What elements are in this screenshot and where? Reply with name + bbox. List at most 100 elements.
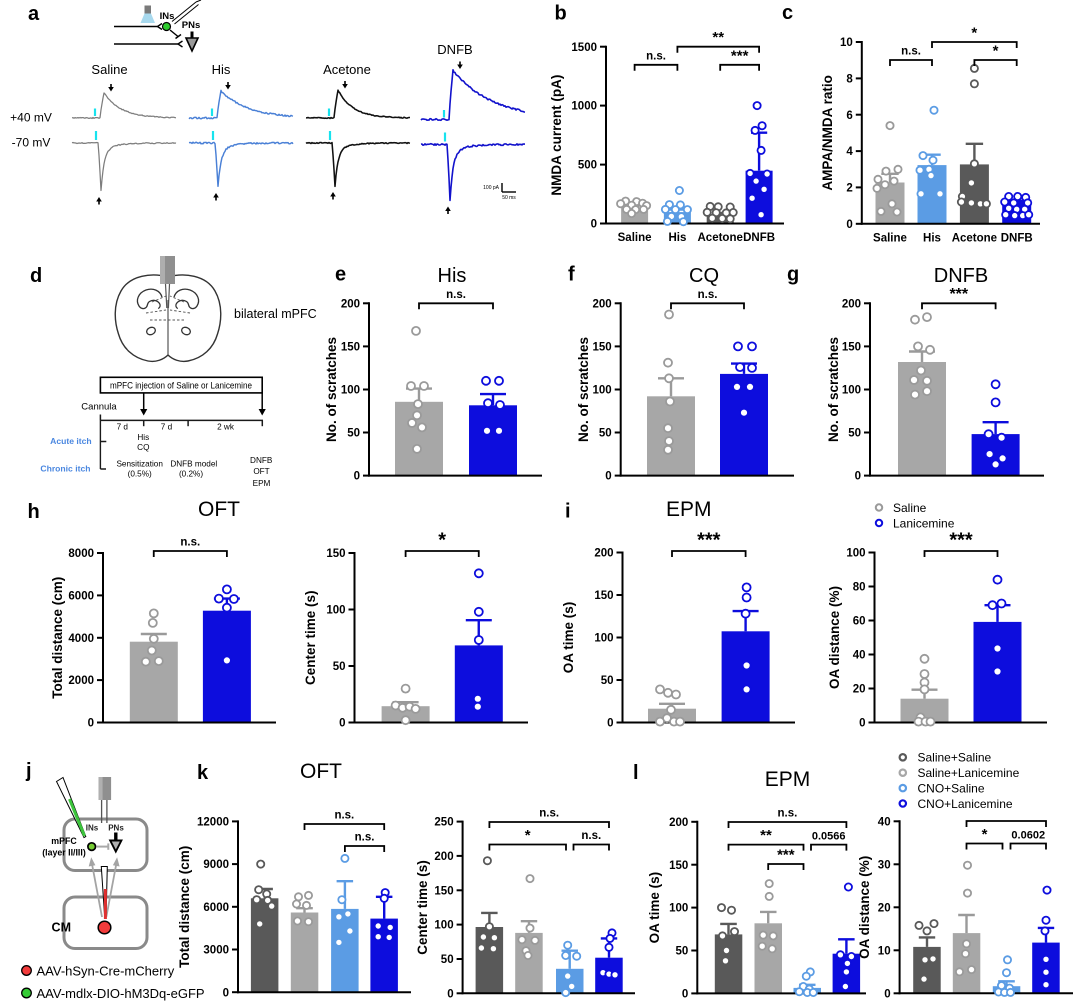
svg-text:200: 200 [593, 298, 612, 310]
svg-text:150: 150 [842, 341, 861, 353]
svg-text:n.s.: n.s. [539, 808, 559, 820]
svg-text:500: 500 [578, 160, 597, 172]
svg-text:Acetone: Acetone [952, 232, 997, 244]
svg-text:***: *** [949, 530, 973, 552]
svg-text:Saline+Saline: Saline+Saline [918, 751, 992, 765]
svg-text:60: 60 [853, 616, 866, 628]
svg-text:200: 200 [341, 298, 360, 310]
svg-text:10: 10 [840, 37, 853, 49]
svg-text:g: g [787, 264, 799, 286]
svg-text:1000: 1000 [571, 101, 597, 113]
svg-text:**: ** [760, 827, 772, 844]
svg-text:0: 0 [855, 471, 861, 483]
svg-text:+40 mV: +40 mV [10, 111, 52, 125]
svg-text:n.s.: n.s. [355, 832, 375, 844]
svg-text:INs: INs [86, 823, 99, 832]
svg-text:CNO+Saline: CNO+Saline [918, 781, 985, 795]
svg-text:12000: 12000 [197, 817, 229, 829]
svg-text:n.s.: n.s. [901, 46, 921, 58]
svg-text:DNFB: DNFB [250, 456, 273, 465]
svg-text:150: 150 [593, 341, 612, 353]
svg-text:PNs: PNs [182, 20, 200, 31]
svg-text:Saline: Saline [91, 62, 127, 77]
svg-text:OA time (s): OA time (s) [647, 872, 662, 944]
svg-text:100: 100 [846, 548, 865, 560]
svg-text:***: *** [949, 286, 968, 303]
svg-text:DNFB: DNFB [1001, 232, 1033, 244]
svg-text:0: 0 [846, 219, 852, 231]
svg-text:Acetone: Acetone [698, 232, 743, 244]
svg-text:EPM: EPM [666, 498, 712, 521]
svg-text:50: 50 [333, 661, 346, 673]
svg-text:CQ: CQ [137, 443, 149, 452]
svg-text:50: 50 [347, 428, 360, 440]
svg-text:OFT: OFT [253, 467, 269, 476]
svg-text:200: 200 [594, 548, 613, 560]
svg-text:OA time (s): OA time (s) [561, 602, 576, 674]
svg-text:His: His [668, 232, 686, 244]
svg-text:9000: 9000 [203, 859, 229, 871]
svg-text:6000: 6000 [203, 902, 229, 914]
svg-text:100: 100 [341, 385, 360, 397]
svg-text:(0.5%): (0.5%) [128, 469, 152, 478]
svg-text:100: 100 [593, 385, 612, 397]
svg-text:j: j [25, 760, 32, 782]
svg-text:No. of scratches: No. of scratches [576, 337, 591, 442]
svg-text:CNO+Lanicemine: CNO+Lanicemine [918, 797, 1013, 811]
svg-text:f: f [568, 264, 575, 286]
svg-text:*: * [993, 43, 999, 60]
svg-text:h: h [28, 501, 40, 523]
svg-text:*: * [525, 827, 531, 844]
svg-text:CQ: CQ [689, 265, 719, 287]
svg-text:150: 150 [669, 860, 688, 872]
svg-text:7 d: 7 d [117, 423, 129, 432]
svg-text:*: * [438, 530, 446, 552]
svg-text:40: 40 [853, 650, 866, 662]
svg-text:***: *** [697, 530, 721, 552]
svg-text:2: 2 [846, 183, 852, 195]
svg-text:mPFC injection of Saline or La: mPFC injection of Saline or Lanicemine [110, 381, 252, 391]
svg-text:k: k [197, 762, 209, 784]
svg-text:NMDA current (pA): NMDA current (pA) [549, 75, 564, 196]
svg-text:bilateral mPFC: bilateral mPFC [234, 307, 317, 321]
svg-text:100: 100 [842, 385, 861, 397]
svg-text:Center time (s): Center time (s) [303, 590, 318, 685]
svg-text:Acetone: Acetone [323, 62, 371, 77]
svg-text:OFT: OFT [198, 498, 240, 521]
svg-text:His: His [137, 433, 149, 442]
svg-text:30: 30 [878, 859, 891, 871]
svg-text:150: 150 [326, 548, 345, 560]
svg-text:50: 50 [601, 675, 614, 687]
svg-text:PNs: PNs [108, 823, 124, 832]
svg-text:100: 100 [669, 903, 688, 915]
svg-text:0: 0 [682, 989, 688, 1001]
svg-text:Sensitization: Sensitization [116, 459, 163, 468]
svg-text:2000: 2000 [68, 675, 94, 687]
svg-text:80: 80 [853, 582, 866, 594]
svg-text:AAV-hSyn-Cre-mCherry: AAV-hSyn-Cre-mCherry [37, 964, 175, 979]
svg-text:EPM: EPM [765, 768, 811, 791]
svg-text:n.s.: n.s. [334, 810, 354, 822]
svg-text:50: 50 [599, 428, 612, 440]
svg-text:0: 0 [884, 988, 890, 1000]
svg-text:2 wk: 2 wk [217, 423, 235, 432]
svg-text:0: 0 [447, 988, 453, 1000]
svg-text:50: 50 [676, 946, 689, 958]
svg-text:250: 250 [434, 817, 453, 829]
svg-text:His: His [923, 232, 941, 244]
svg-text:AMPA/NMDA ratio: AMPA/NMDA ratio [820, 75, 835, 191]
svg-text:OFT: OFT [300, 760, 342, 783]
svg-text:No. of scratches: No. of scratches [324, 337, 339, 442]
svg-text:4: 4 [846, 146, 853, 158]
svg-text:n.s.: n.s. [646, 50, 666, 62]
svg-text:n.s.: n.s. [180, 537, 200, 549]
svg-text:200: 200 [434, 851, 453, 863]
svg-text:Saline+Lanicemine: Saline+Lanicemine [918, 766, 1020, 780]
svg-text:No. of scratches: No. of scratches [826, 337, 841, 442]
svg-text:EPM: EPM [253, 479, 271, 488]
svg-text:(0.2%): (0.2%) [179, 469, 203, 478]
svg-text:0: 0 [339, 718, 345, 730]
svg-text:***: *** [731, 47, 749, 64]
svg-text:150: 150 [341, 341, 360, 353]
svg-text:Chronic itch: Chronic itch [40, 463, 90, 473]
